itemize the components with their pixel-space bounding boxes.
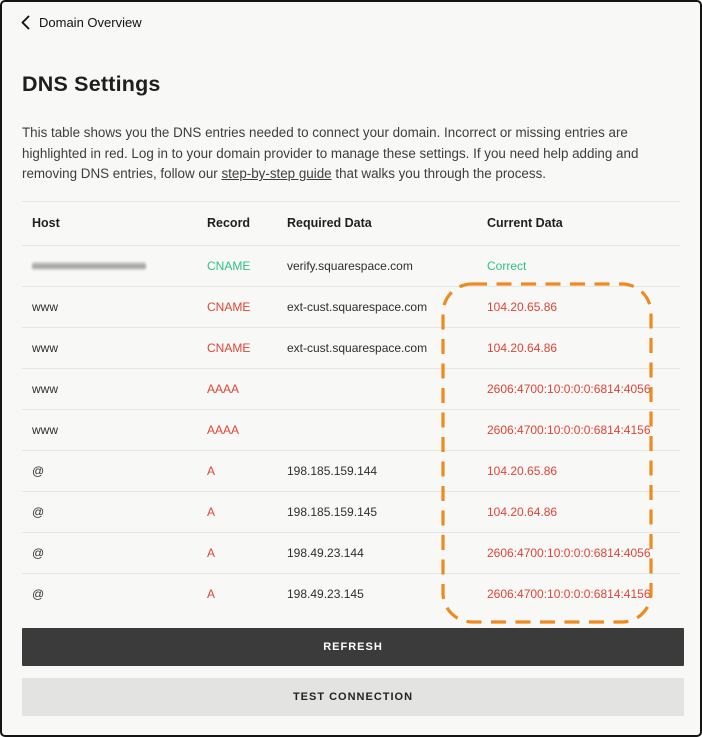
host-cell: www bbox=[32, 340, 58, 355]
current-cell: Correct bbox=[487, 258, 527, 273]
column-header-host: Host bbox=[32, 216, 60, 231]
required-cell: 198.49.23.144 bbox=[287, 545, 364, 560]
column-header-record: Record bbox=[207, 216, 251, 231]
description-before-link: This table shows you the DNS entries nee… bbox=[22, 125, 639, 182]
required-cell: verify.squarespace.com bbox=[287, 258, 413, 273]
current-cell: 104.20.65.86 bbox=[487, 299, 558, 314]
current-cell: 104.20.64.86 bbox=[487, 340, 558, 355]
chevron-left-icon bbox=[20, 15, 31, 30]
record-cell: A bbox=[207, 545, 216, 560]
current-cell: 2606:4700:10:0:0:0:6814:4156 bbox=[487, 587, 651, 602]
record-cell: AAAA bbox=[207, 422, 240, 437]
host-cell: @ bbox=[32, 504, 45, 519]
back-label: Domain Overview bbox=[39, 15, 142, 30]
test-connection-button[interactable]: TEST CONNECTION bbox=[22, 677, 684, 716]
host-cell: @ bbox=[32, 545, 45, 560]
step-by-step-guide-link[interactable]: step-by-step guide bbox=[221, 166, 332, 182]
table-row: CNAME verify.squarespace.com Correct bbox=[22, 246, 680, 287]
refresh-button[interactable]: REFRESH bbox=[22, 627, 684, 666]
required-cell: 198.185.159.144 bbox=[287, 463, 378, 478]
table-row: @ A 198.49.23.144 2606:4700:10:0:0:0:681… bbox=[22, 533, 680, 574]
table-row: www AAAA 2606:4700:10:0:0:0:6814:4156 bbox=[22, 410, 680, 451]
record-cell: AAAA bbox=[207, 381, 240, 396]
table-header-row: Host Record Required Data Current Data bbox=[22, 202, 680, 246]
back-to-domain-overview[interactable]: Domain Overview bbox=[20, 15, 142, 30]
redacted-host bbox=[32, 261, 146, 270]
record-cell: CNAME bbox=[207, 340, 251, 355]
table-row: www AAAA 2606:4700:10:0:0:0:6814:4056 bbox=[22, 369, 680, 410]
host-cell bbox=[22, 261, 207, 270]
host-cell: www bbox=[32, 381, 58, 396]
table-row: @ A 198.49.23.145 2606:4700:10:0:0:0:681… bbox=[22, 574, 680, 615]
record-cell: A bbox=[207, 463, 216, 478]
required-cell: 198.185.159.145 bbox=[287, 504, 378, 519]
table-row: www CNAME ext-cust.squarespace.com 104.2… bbox=[22, 328, 680, 369]
host-cell: www bbox=[32, 299, 58, 314]
current-cell: 104.20.65.86 bbox=[487, 463, 558, 478]
record-cell: A bbox=[207, 504, 216, 519]
top-bar: Domain Overview bbox=[2, 2, 700, 35]
host-cell: @ bbox=[32, 463, 45, 478]
host-cell: @ bbox=[32, 587, 45, 602]
description-text: This table shows you the DNS entries nee… bbox=[22, 123, 684, 185]
current-cell: 104.20.64.86 bbox=[487, 504, 558, 519]
column-header-required-data: Required Data bbox=[287, 216, 372, 231]
record-cell: A bbox=[207, 587, 216, 602]
dns-table-body: CNAME verify.squarespace.com Correct www… bbox=[22, 246, 680, 615]
column-header-current-data: Current Data bbox=[487, 216, 563, 231]
record-cell: CNAME bbox=[207, 258, 251, 273]
host-cell: www bbox=[32, 422, 58, 437]
current-cell: 2606:4700:10:0:0:0:6814:4056 bbox=[487, 381, 651, 396]
page-title: DNS Settings bbox=[22, 72, 161, 96]
required-cell: 198.49.23.145 bbox=[287, 587, 364, 602]
dns-table: Host Record Required Data Current Data C… bbox=[22, 200, 680, 615]
table-row: @ A 198.185.159.144 104.20.65.86 bbox=[22, 451, 680, 492]
current-cell: 2606:4700:10:0:0:0:6814:4156 bbox=[487, 422, 651, 437]
description-after-link: that walks you through the process. bbox=[331, 166, 546, 182]
record-cell: CNAME bbox=[207, 299, 251, 314]
table-row: www CNAME ext-cust.squarespace.com 104.2… bbox=[22, 287, 680, 328]
current-cell: 2606:4700:10:0:0:0:6814:4056 bbox=[487, 545, 651, 560]
required-cell: ext-cust.squarespace.com bbox=[287, 340, 428, 355]
required-cell: ext-cust.squarespace.com bbox=[287, 299, 428, 314]
table-row: @ A 198.185.159.145 104.20.64.86 bbox=[22, 492, 680, 533]
